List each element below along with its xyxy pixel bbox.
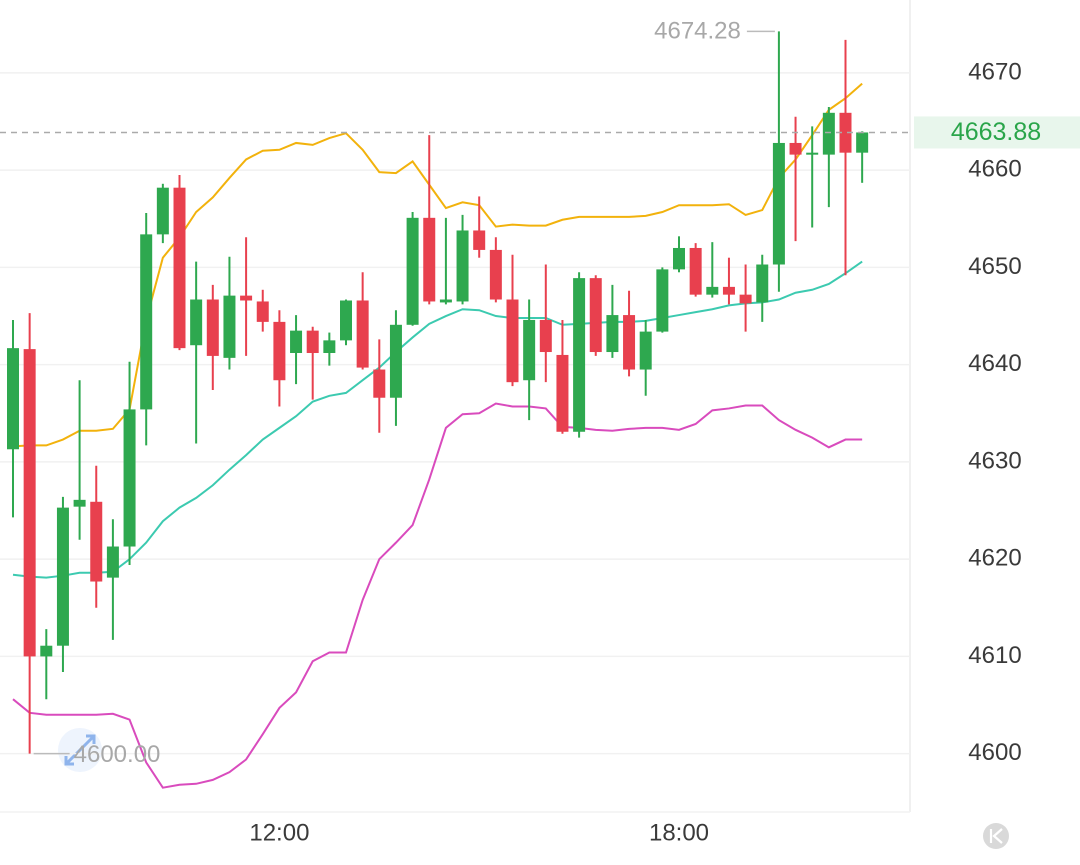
candle-body <box>539 319 552 353</box>
candle-body <box>123 409 136 547</box>
candle-body <box>140 234 153 410</box>
candle-body <box>273 321 286 381</box>
y-tick-label: 4630 <box>968 447 1021 474</box>
candle-body <box>73 499 86 507</box>
candle-body <box>806 152 819 155</box>
candle-body <box>473 230 486 250</box>
zoom-icon-glyph <box>64 734 96 766</box>
low-label: 4600.00 <box>74 741 161 768</box>
y-tick-label: 4670 <box>968 58 1021 85</box>
candle-body <box>389 324 402 398</box>
k-icon-glyph <box>989 828 1003 844</box>
candle-body <box>90 501 103 582</box>
y-tick-label: 4650 <box>968 253 1021 280</box>
candle-body <box>23 349 36 657</box>
candle-body <box>306 330 319 354</box>
candle-body <box>373 369 386 398</box>
candle-body <box>256 301 269 322</box>
candle-body <box>856 132 869 153</box>
candle-body <box>106 546 119 578</box>
y-tick-label: 4660 <box>968 156 1021 183</box>
candle-body <box>456 230 469 302</box>
last-price-box <box>914 116 1080 149</box>
candle-body <box>573 278 586 432</box>
candle-body <box>639 331 652 370</box>
y-tick-label: 4600 <box>968 739 1021 766</box>
candle-body <box>789 142 802 155</box>
k-icon[interactable] <box>983 823 1009 849</box>
x-tick-label: 18:00 <box>649 819 709 846</box>
band-line <box>12 260 863 579</box>
candle-body <box>56 507 69 646</box>
candle-body <box>556 354 569 432</box>
candle-body <box>706 286 719 295</box>
candle-body <box>839 112 852 153</box>
y-tick-label: 4610 <box>968 642 1021 669</box>
candle-body <box>423 217 436 302</box>
candle-body <box>206 299 219 356</box>
candle-body <box>589 278 602 353</box>
candle-body <box>323 340 336 354</box>
candle-body <box>739 294 752 304</box>
candle-body <box>223 295 236 358</box>
last-price-label: 4663.88 <box>951 118 1041 146</box>
candle-body <box>40 645 53 657</box>
candle-body <box>756 264 769 303</box>
y-tick-label: 4620 <box>968 545 1021 572</box>
candle-body <box>722 286 735 295</box>
candle-body <box>173 187 186 349</box>
candle-body <box>340 300 352 341</box>
band-line <box>12 402 863 789</box>
candle-body <box>523 319 536 381</box>
candle-body <box>190 299 203 346</box>
y-tick-label: 4640 <box>968 350 1021 377</box>
x-tick-label: 12:00 <box>249 819 309 846</box>
candle-body <box>656 269 669 332</box>
candle-body <box>673 247 685 270</box>
candle-body <box>439 299 452 303</box>
candle-body <box>290 330 303 354</box>
candle-body <box>623 315 636 370</box>
candle-body <box>356 300 369 368</box>
candle-body <box>506 299 519 383</box>
candle-body <box>156 187 169 235</box>
candle-body <box>772 142 785 265</box>
candle-body <box>7 348 19 450</box>
band-line <box>12 82 863 448</box>
candle-body <box>606 315 619 353</box>
candle-body <box>822 112 835 155</box>
candle-body <box>689 247 702 295</box>
high-label: 4674.28 <box>654 18 741 45</box>
candle-body <box>489 249 502 300</box>
candle-body <box>240 295 253 301</box>
candle-body <box>406 217 419 325</box>
